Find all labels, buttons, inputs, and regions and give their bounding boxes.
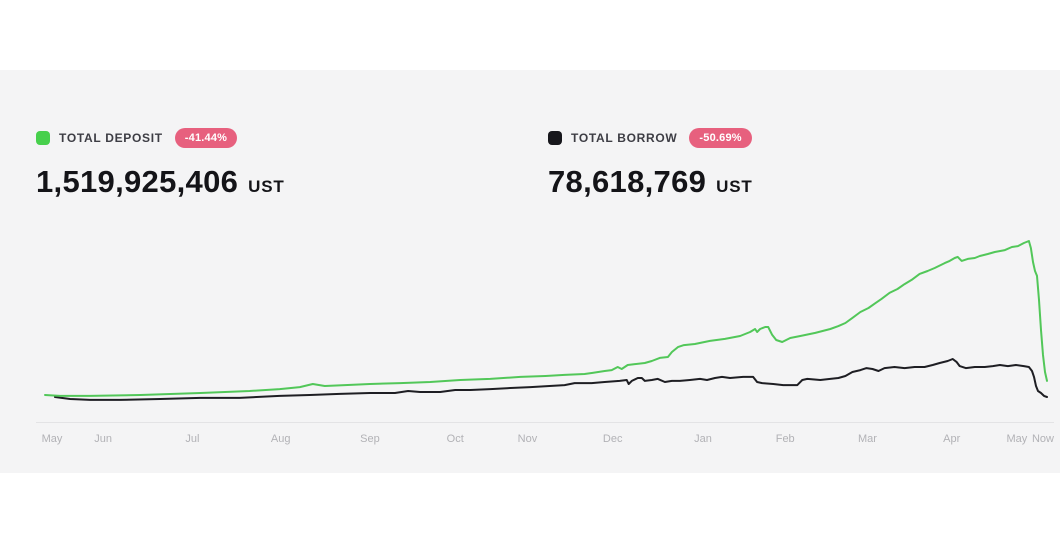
total-deposit-unit: UST — [248, 177, 285, 196]
x-axis-label: Nov — [517, 433, 538, 445]
total-deposit-line — [44, 240, 1048, 397]
total-deposit-label: TOTAL DEPOSIT — [59, 131, 163, 145]
x-axis-label: May — [1006, 433, 1028, 445]
deposit-change-badge: -41.44% — [174, 128, 238, 148]
x-axis-label: Feb — [775, 433, 795, 445]
x-axis-label: Aug — [270, 433, 291, 445]
chart-panel: TOTAL DEPOSIT -41.44% 1,519,925,406 UST … — [0, 70, 1060, 473]
x-axis-label: Now — [1031, 433, 1054, 445]
x-axis-label: Oct — [446, 433, 464, 445]
x-axis-label: Jan — [694, 433, 712, 445]
borrow-change-badge: -50.69% — [689, 128, 752, 148]
x-axis-label: May — [41, 433, 63, 445]
x-axis-label: Apr — [943, 433, 961, 445]
total-deposit-stat: TOTAL DEPOSIT -41.44% 1,519,925,406 UST — [36, 128, 285, 200]
x-axis-label: Sep — [360, 433, 380, 445]
total-borrow-label: TOTAL BORROW — [571, 131, 678, 145]
total-borrow-unit: UST — [716, 177, 753, 196]
deposit-legend-swatch-icon — [36, 131, 50, 145]
total-deposit-legend: TOTAL DEPOSIT -41.44% — [36, 128, 285, 148]
line-chart-svg[interactable] — [44, 230, 1048, 422]
total-borrow-value: 78,618,769 — [548, 164, 707, 199]
x-axis-label: Jul — [185, 433, 200, 445]
total-borrow-stat: TOTAL BORROW -50.69% 78,618,769 UST — [548, 128, 753, 200]
total-deposit-value-row: 1,519,925,406 UST — [36, 164, 285, 200]
total-deposit-value: 1,519,925,406 — [36, 164, 239, 199]
line-chart-plot[interactable] — [44, 230, 1048, 422]
total-borrow-value-row: 78,618,769 UST — [548, 164, 753, 200]
x-axis-label: Dec — [602, 433, 623, 445]
x-axis-label: Mar — [857, 433, 877, 445]
x-axis-baseline — [36, 422, 1054, 423]
total-borrow-line — [54, 358, 1048, 401]
borrow-legend-swatch-icon — [548, 131, 562, 145]
x-axis-label: Jun — [94, 433, 113, 445]
x-axis-labels: May Jun Jul Aug Sep Oct Nov Dec Jan Feb Mar Apr May N… — [41, 433, 1054, 449]
total-borrow-legend: TOTAL BORROW -50.69% — [548, 128, 753, 148]
